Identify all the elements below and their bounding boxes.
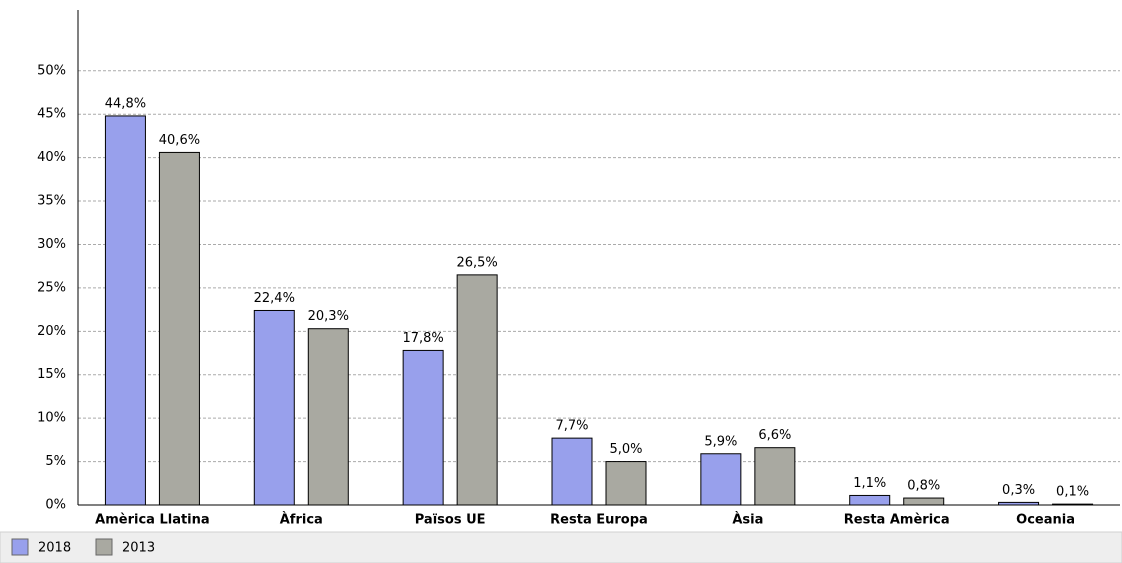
legend-label: 2013 — [122, 541, 155, 556]
bar — [456, 274, 498, 506]
value-label: 0,8% — [907, 479, 940, 494]
bar — [754, 447, 796, 506]
value-label: 1,1% — [853, 476, 886, 491]
bar — [551, 437, 593, 506]
y-tick-label: 45% — [37, 107, 66, 122]
value-label: 6,6% — [758, 428, 791, 443]
bar — [307, 328, 349, 506]
y-tick-label: 15% — [37, 367, 66, 382]
y-tick-label: 30% — [37, 237, 66, 252]
legend-swatch — [11, 538, 29, 556]
value-label: 0,1% — [1056, 485, 1089, 500]
x-tick-label: Àfrica — [280, 512, 323, 528]
value-label: 44,8% — [105, 96, 146, 111]
value-label: 5,0% — [609, 442, 642, 457]
bar — [998, 501, 1040, 506]
value-label: 22,4% — [254, 291, 295, 306]
y-tick-label: 35% — [37, 194, 66, 209]
x-tick-label: Resta Amèrica — [844, 513, 950, 528]
legend-label: 2018 — [38, 541, 71, 556]
y-tick-label: 25% — [37, 280, 66, 295]
bar — [849, 494, 891, 506]
value-label: 0,3% — [1002, 483, 1035, 498]
value-label: 17,8% — [402, 331, 443, 346]
bar — [402, 349, 444, 506]
y-tick-label: 40% — [37, 150, 66, 165]
bar — [903, 497, 945, 506]
bar — [104, 115, 146, 506]
y-tick-label: 50% — [37, 63, 66, 78]
legend-bar — [0, 531, 1122, 563]
value-label: 5,9% — [704, 434, 737, 449]
y-tick-label: 5% — [45, 454, 66, 469]
x-tick-label: Oceania — [1016, 513, 1075, 528]
x-tick-label: Resta Europa — [550, 513, 648, 528]
value-label: 40,6% — [159, 133, 200, 148]
bar — [1052, 503, 1094, 506]
bar — [700, 453, 742, 506]
value-label: 7,7% — [555, 419, 588, 434]
bar — [158, 151, 200, 506]
y-tick-label: 0% — [45, 498, 66, 513]
bar — [253, 309, 295, 506]
value-label: 26,5% — [456, 255, 497, 270]
x-tick-label: Àsia — [732, 512, 763, 528]
bar — [605, 461, 647, 506]
x-tick-label: Països UE — [415, 513, 486, 528]
value-label: 20,3% — [308, 309, 349, 324]
y-tick-label: 10% — [37, 411, 66, 426]
x-tick-label: Amèrica Llatina — [95, 513, 210, 528]
y-tick-label: 20% — [37, 324, 66, 339]
legend-swatch — [95, 538, 113, 556]
